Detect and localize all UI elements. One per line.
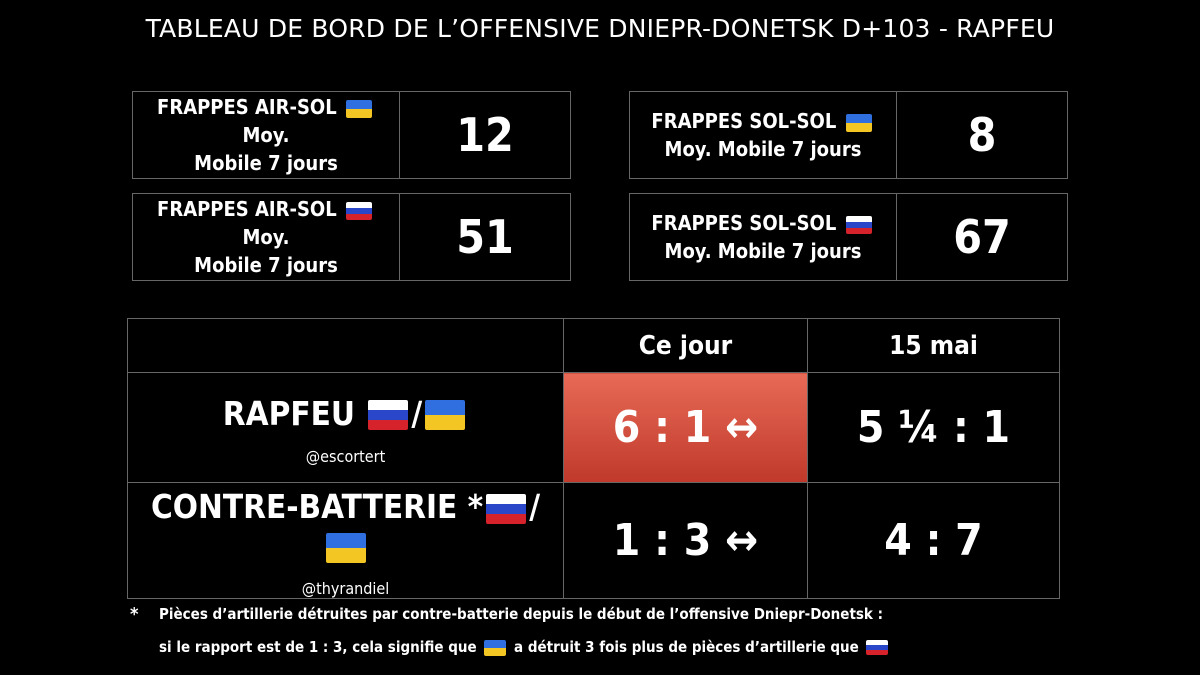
stat-value: 51 (456, 210, 514, 264)
stat-air-russia: FRAPPES AIR-SOL Moy. Mobile 7 jours 51 (132, 193, 571, 281)
table-corner (127, 318, 564, 373)
flag-russia-icon (368, 400, 409, 430)
stat-sol-russia: FRAPPES SOL-SOL Moy. Mobile 7 jours 67 (629, 193, 1068, 281)
stat-label: FRAPPES AIR-SOL Moy. Mobile 7 jours (133, 194, 400, 280)
flag-russia-icon (345, 201, 372, 220)
stat-air-ukraine: FRAPPES AIR-SOL Moy. Mobile 7 jours 12 (132, 91, 571, 179)
flag-ukraine-icon (845, 113, 872, 132)
rapfeu-date-value: 5 ¼ : 1 (807, 372, 1060, 483)
author-handle: @thyrandiel (301, 579, 390, 598)
table-row-contre-batterie: CONTRE-BATTERIE * / @thyrandiel 1 : 3 ↔ 4… (127, 482, 1060, 599)
flag-russia-icon (486, 493, 527, 524)
rapfeu-today-value: 6 : 1 ↔ (563, 372, 808, 483)
col-header-date: 15 mai (807, 318, 1060, 373)
stat-value: 12 (456, 108, 514, 162)
stat-label: FRAPPES SOL-SOL Moy. Mobile 7 jours (630, 194, 897, 280)
flag-ukraine-icon (345, 99, 372, 118)
flag-russia-icon (866, 640, 889, 655)
cb-date-value: 4 : 7 (807, 482, 1060, 599)
flag-ukraine-icon (425, 400, 466, 430)
flag-russia-icon (845, 215, 872, 234)
flag-ukraine-icon (484, 639, 507, 656)
ratio-table: Ce jour 15 mai RAPFEU / @escortert 6 : 1… (127, 318, 1060, 599)
stat-value: 8 (967, 108, 997, 162)
table-row-rapfeu: RAPFEU / @escortert 6 : 1 ↔ 5 ¼ : 1 (127, 372, 1060, 483)
row-label-rapfeu: RAPFEU / @escortert (127, 372, 564, 483)
flag-ukraine-icon (325, 532, 366, 563)
stat-value: 67 (953, 210, 1011, 264)
stat-label: FRAPPES AIR-SOL Moy. Mobile 7 jours (133, 92, 400, 178)
stat-label: FRAPPES SOL-SOL Moy. Mobile 7 jours (630, 92, 897, 178)
cb-today-value: 1 : 3 ↔ (563, 482, 808, 599)
footnote-star: * (130, 604, 139, 625)
footnote: * Pièces d’artillerie détruites par cont… (130, 598, 1030, 664)
author-handle: @escortert (305, 446, 386, 466)
footnote-line-2: si le rapport est de 1 : 3, cela signifi… (130, 631, 1030, 664)
stat-sol-ukraine: FRAPPES SOL-SOL Moy. Mobile 7 jours 8 (629, 91, 1068, 179)
col-header-today: Ce jour (563, 318, 808, 373)
row-label-contre-batterie: CONTRE-BATTERIE * / @thyrandiel (127, 482, 564, 599)
footnote-line-1: Pièces d’artillerie détruites par contre… (159, 605, 883, 623)
page-title: TABLEAU DE BORD DE L’OFFENSIVE DNIEPR-DO… (145, 14, 1055, 43)
